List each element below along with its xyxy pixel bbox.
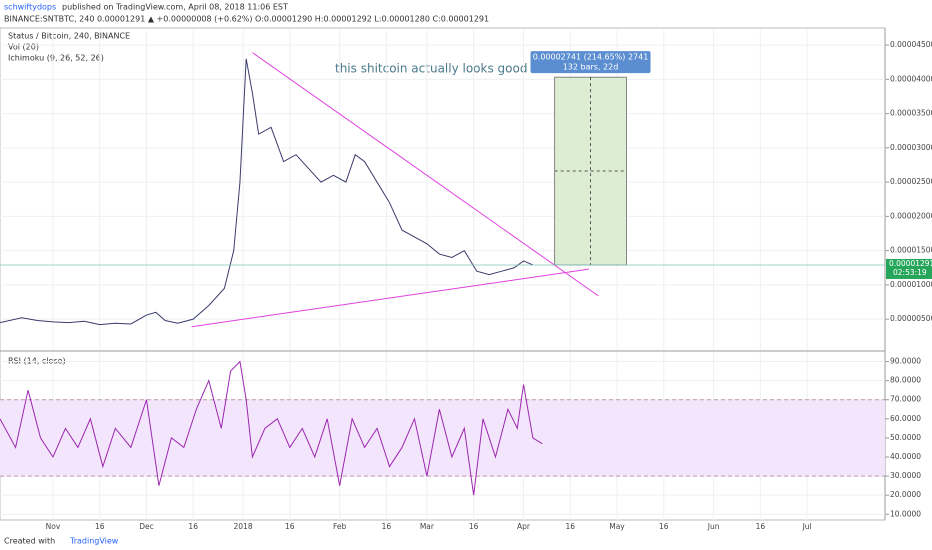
annotation: this shitcoin actually looks good xyxy=(335,62,527,76)
x-tick-label: 2018 xyxy=(234,522,253,531)
y-tick-label: 80.0000 xyxy=(890,376,921,385)
indicator: Vol (20) xyxy=(8,43,39,52)
x-tick-label: May xyxy=(609,522,625,531)
x-tick-label: Dec xyxy=(139,522,154,531)
x-tick-label: 16 xyxy=(95,522,105,531)
trendline xyxy=(191,268,590,328)
measure-label: 0.00002741 (214.65%) 2741 xyxy=(533,53,649,62)
x-tick-label: 16 xyxy=(469,522,479,531)
measure-sublabel: 132 bars, 22d xyxy=(563,63,619,72)
footer-brand[interactable]: TradingView xyxy=(69,537,119,546)
y-tick-label: 0.00003000 xyxy=(890,143,932,152)
y-tick-label: 0.00001000 xyxy=(890,280,932,289)
x-tick-label: Jun xyxy=(707,522,720,531)
symbol-legend: Status / Bitcoin, 240, BINANCE xyxy=(8,32,130,41)
series-line xyxy=(0,58,534,326)
x-tick-label: Nov xyxy=(46,522,61,531)
y-tick-label: 10.0000 xyxy=(890,509,921,518)
last-price-tag xyxy=(886,258,932,279)
x-tick-label: 16 xyxy=(382,522,392,531)
x-tick-label: 16 xyxy=(659,522,669,531)
y-tick-label: 20.0000 xyxy=(890,490,921,499)
x-tick-label: 16 xyxy=(565,522,575,531)
y-tick-label: 0.00000500 xyxy=(890,314,932,323)
published: published on TradingView.com, April 08, … xyxy=(62,3,288,12)
y-tick-label: 0.00002500 xyxy=(890,177,932,186)
series-line xyxy=(0,360,543,496)
y-tick-label: 40.0000 xyxy=(890,452,921,461)
footer-created: Created with xyxy=(4,537,55,546)
x-tick-label: Feb xyxy=(333,522,347,531)
y-tick-label: 70.0000 xyxy=(890,395,921,404)
y-tick-label: 0.00003500 xyxy=(890,109,932,118)
x-tick-label: Mar xyxy=(420,522,435,531)
countdown: 02:53:19 xyxy=(893,268,927,277)
measure-tag xyxy=(530,51,651,74)
rsi-band xyxy=(0,399,885,477)
y-tick-label: 50.0000 xyxy=(890,433,921,442)
x-tick-label: 16 xyxy=(188,522,198,531)
y-tick-label: 0.00001500 xyxy=(890,246,932,255)
y-tick-label: 90.0000 xyxy=(890,357,921,366)
x-tick-label: 16 xyxy=(285,522,295,531)
rsi-legend: RSI (14, close) xyxy=(8,357,66,366)
y-tick-label: 30.0000 xyxy=(890,471,921,480)
author[interactable]: schwiftydops xyxy=(4,3,56,12)
y-tick-label: 60.0000 xyxy=(890,414,921,423)
y-tick-label: 0.00002000 xyxy=(890,211,932,220)
y-tick-label: 0.00004500 xyxy=(890,40,932,49)
last-price-label: 0.00001291 xyxy=(889,259,932,268)
y-tick-label: 0.00004000 xyxy=(890,74,932,83)
x-tick-label: Jul xyxy=(802,522,812,531)
x-tick-label: Apr xyxy=(517,522,531,531)
indicator: Ichimoku (9, 26, 52, 26) xyxy=(8,54,104,63)
x-tick-label: 16 xyxy=(756,522,766,531)
trendline xyxy=(252,52,599,297)
quote: BINANCE:SNTBTC, 240 0.00001291 ▲ +0.0000… xyxy=(4,15,489,24)
